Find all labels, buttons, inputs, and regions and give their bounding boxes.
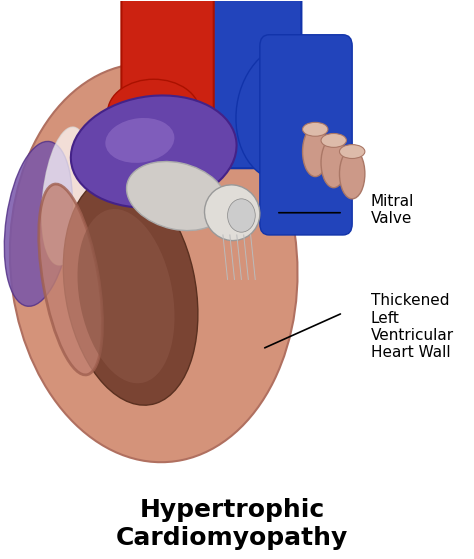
Ellipse shape <box>39 184 102 375</box>
Text: Mitral
Valve: Mitral Valve <box>371 194 414 226</box>
Ellipse shape <box>42 127 90 265</box>
Ellipse shape <box>321 134 346 148</box>
FancyBboxPatch shape <box>260 35 352 235</box>
Ellipse shape <box>64 176 198 405</box>
Ellipse shape <box>10 63 298 462</box>
Text: Thickened
Left
Ventricular
Heart Wall: Thickened Left Ventricular Heart Wall <box>371 293 454 361</box>
Text: Hypertrophic
Cardiomyopathy: Hypertrophic Cardiomyopathy <box>116 498 348 550</box>
FancyBboxPatch shape <box>121 0 214 124</box>
Ellipse shape <box>228 199 255 232</box>
Ellipse shape <box>127 162 227 230</box>
Ellipse shape <box>339 145 365 159</box>
Ellipse shape <box>204 185 260 240</box>
Ellipse shape <box>236 44 339 181</box>
Ellipse shape <box>4 141 73 306</box>
Ellipse shape <box>71 96 237 207</box>
Ellipse shape <box>105 118 174 163</box>
Ellipse shape <box>339 149 365 199</box>
Ellipse shape <box>108 79 200 146</box>
Ellipse shape <box>321 138 346 188</box>
Ellipse shape <box>302 126 328 177</box>
Ellipse shape <box>302 122 328 136</box>
FancyBboxPatch shape <box>200 0 301 168</box>
Ellipse shape <box>78 209 174 383</box>
